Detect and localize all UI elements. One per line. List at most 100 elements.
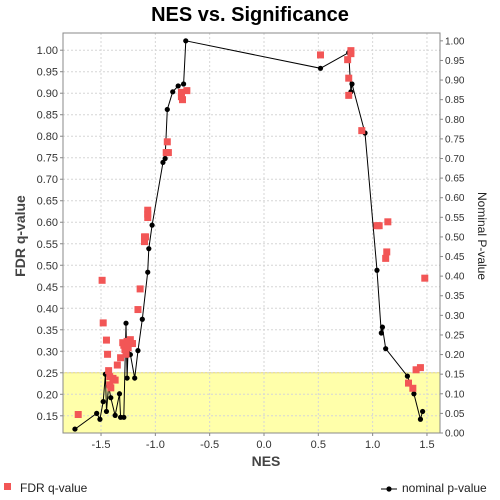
y2-tick-label: 0.15 <box>445 370 465 381</box>
fdr-point <box>421 274 429 282</box>
pvalue-point <box>379 324 386 330</box>
fdr-point <box>345 91 353 99</box>
x-tick-label: -1.5 <box>92 439 111 451</box>
y-tick-label: 0.15 <box>37 411 58 423</box>
fdr-point <box>163 138 171 146</box>
x-tick-label: 0.0 <box>256 439 271 451</box>
y-tick-label: 0.25 <box>37 368 58 380</box>
legend-pvalue-dot <box>386 486 392 492</box>
pvalue-point <box>103 408 110 415</box>
fdr-point <box>142 233 150 241</box>
plot-frame <box>62 32 441 434</box>
fdr-point <box>117 354 125 362</box>
fdr-point <box>99 319 107 327</box>
y2-tick-label: 0.10 <box>445 389 465 400</box>
y-tick-label: 0.40 <box>37 303 58 315</box>
pvalue-point <box>112 412 118 418</box>
y2-tick-label: 0.95 <box>445 56 465 67</box>
pvalue-point <box>160 159 166 166</box>
pvalue-point <box>124 375 130 381</box>
y2-tick-label: 0.60 <box>445 193 465 204</box>
y-tick-label: 0.55 <box>37 239 58 251</box>
y-tick-label: 0.45 <box>37 282 58 294</box>
x-tick-label: 0.5 <box>311 439 326 451</box>
pvalue-point <box>170 89 176 95</box>
fdr-point <box>111 376 119 384</box>
fdr-point <box>345 74 353 82</box>
pvalue-point <box>180 81 187 87</box>
y2-tick-label: 0.85 <box>445 95 465 106</box>
fdr-point <box>347 47 355 55</box>
fdr-point <box>124 344 132 352</box>
legend: FDR q-value nominal p-value <box>4 481 487 495</box>
fdr-point <box>384 218 392 226</box>
pvalue-point <box>411 391 417 397</box>
pvalue-point <box>164 106 170 113</box>
pvalue-point <box>417 416 424 422</box>
pvalue-point <box>97 416 103 422</box>
fdr-point <box>122 350 130 358</box>
y-axis-label: FDR q-value <box>12 195 28 277</box>
pvalue-point <box>123 320 129 326</box>
pvalue-point <box>94 410 100 416</box>
fdr-point <box>382 254 390 262</box>
y-tick-label: 1.00 <box>37 45 58 57</box>
pvalue-point <box>420 408 426 415</box>
y2-tick-label: 0.80 <box>445 115 465 126</box>
pvalue-point <box>162 155 168 162</box>
fdr-point <box>358 127 366 135</box>
pvalue-point <box>374 267 380 273</box>
fdr-point <box>98 276 106 284</box>
pvalue-point <box>132 375 138 381</box>
pvalue-point <box>317 65 324 71</box>
pvalue-point <box>378 330 384 336</box>
y-tick-label: 0.35 <box>37 325 58 337</box>
pvalue-point <box>121 414 127 420</box>
y-tick-label: 0.85 <box>37 110 58 122</box>
y2-tick-label: 0.25 <box>445 330 465 341</box>
fdr-point <box>412 366 420 374</box>
pvalue-point <box>404 373 411 379</box>
pvalue-point <box>135 348 141 354</box>
fdr-point <box>177 88 185 96</box>
y2-axis-label: Nominal P-value <box>475 192 489 280</box>
fdr-point <box>144 214 152 222</box>
fdr-point <box>383 248 391 256</box>
y2-tick-label: 0.00 <box>445 429 465 440</box>
x-tick-label: 1.5 <box>419 439 434 451</box>
fdr-point <box>344 56 352 64</box>
fdr-point <box>107 384 115 392</box>
fdr-point <box>316 51 324 59</box>
fdr-point <box>140 238 148 246</box>
fdr-point <box>164 149 172 157</box>
fdr-point <box>113 361 121 369</box>
y2-tick-label: 0.45 <box>445 252 465 263</box>
fdr-point <box>120 341 128 349</box>
y-tick-label: 0.60 <box>37 217 58 229</box>
y-tick-label: 0.90 <box>37 88 58 100</box>
fdr-point <box>404 379 412 387</box>
y2-tick-label: 0.90 <box>445 76 465 87</box>
significance-band <box>63 372 440 433</box>
y-tick-label: 0.20 <box>37 389 58 401</box>
fdr-point <box>136 285 144 293</box>
fdr-point <box>409 384 417 392</box>
y2-tick-label: 0.65 <box>445 174 465 185</box>
pvalue-point <box>145 269 151 275</box>
pvalue-point <box>383 346 389 352</box>
x-tick-label: -1.0 <box>146 439 165 451</box>
y-tick-label: 0.75 <box>37 153 58 165</box>
y-tick-label: 0.70 <box>37 174 58 186</box>
legend-fdr-label: FDR q-value <box>20 481 88 495</box>
chart-title: NES vs. Significance <box>151 4 349 26</box>
fdr-point <box>105 367 113 375</box>
y2-tick-label: 0.30 <box>445 311 465 322</box>
fdr-point <box>102 336 110 344</box>
fdr-point <box>104 350 112 358</box>
fdr-point <box>126 336 134 344</box>
x-tick-label: 1.0 <box>365 439 380 451</box>
legend-pvalue-label: nominal p-value <box>402 481 487 495</box>
fdr-point <box>134 306 142 314</box>
pvalue-point <box>72 426 78 432</box>
